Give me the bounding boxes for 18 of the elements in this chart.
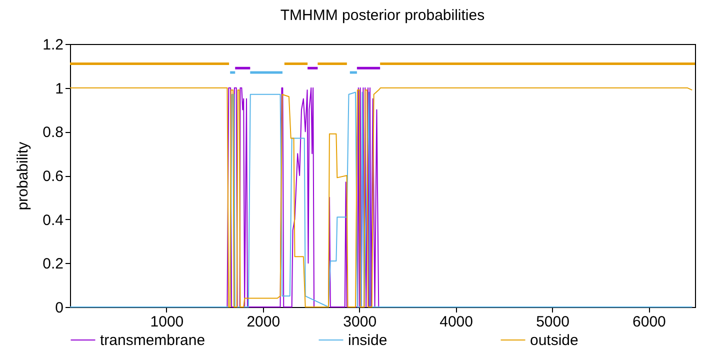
y-tick-label: 0.6 <box>42 168 64 185</box>
y-tick-label: 1 <box>55 80 64 98</box>
legend-label: inside <box>348 332 388 349</box>
x-tick-label: 2000 <box>246 314 280 330</box>
legend-label: outside <box>530 332 578 349</box>
x-tick-label: 3000 <box>343 314 377 330</box>
legend-label: transmembrane <box>100 332 206 349</box>
y-tick-label: 0 <box>55 300 64 316</box>
chart-title: TMHMM posterior probabilities <box>280 7 485 24</box>
x-tick-label: 5000 <box>536 314 570 330</box>
y-tick-label: 0.2 <box>42 256 64 273</box>
y-axis-title: probability <box>14 141 32 210</box>
y-tick-label: 0.4 <box>42 212 64 229</box>
y-tick-label: 1.2 <box>42 36 64 54</box>
y-tick-label: 0.8 <box>42 124 64 142</box>
x-tick-label: 4000 <box>440 314 473 330</box>
x-tick-label: 6000 <box>632 314 666 330</box>
x-tick-label: 1000 <box>150 314 184 330</box>
